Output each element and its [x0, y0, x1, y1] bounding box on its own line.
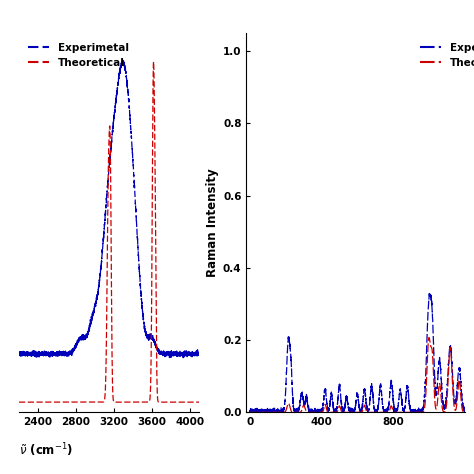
Y-axis label: Raman Intensity: Raman Intensity: [206, 168, 219, 277]
Legend: Experimetal, Theoretical: Experimetal, Theoretical: [24, 38, 133, 72]
Legend: Experimetal, Theoretical: Experimetal, Theoretical: [416, 38, 474, 72]
Text: $\tilde{\nu}$ (cm$^{-1}$): $\tilde{\nu}$ (cm$^{-1}$): [19, 441, 73, 459]
